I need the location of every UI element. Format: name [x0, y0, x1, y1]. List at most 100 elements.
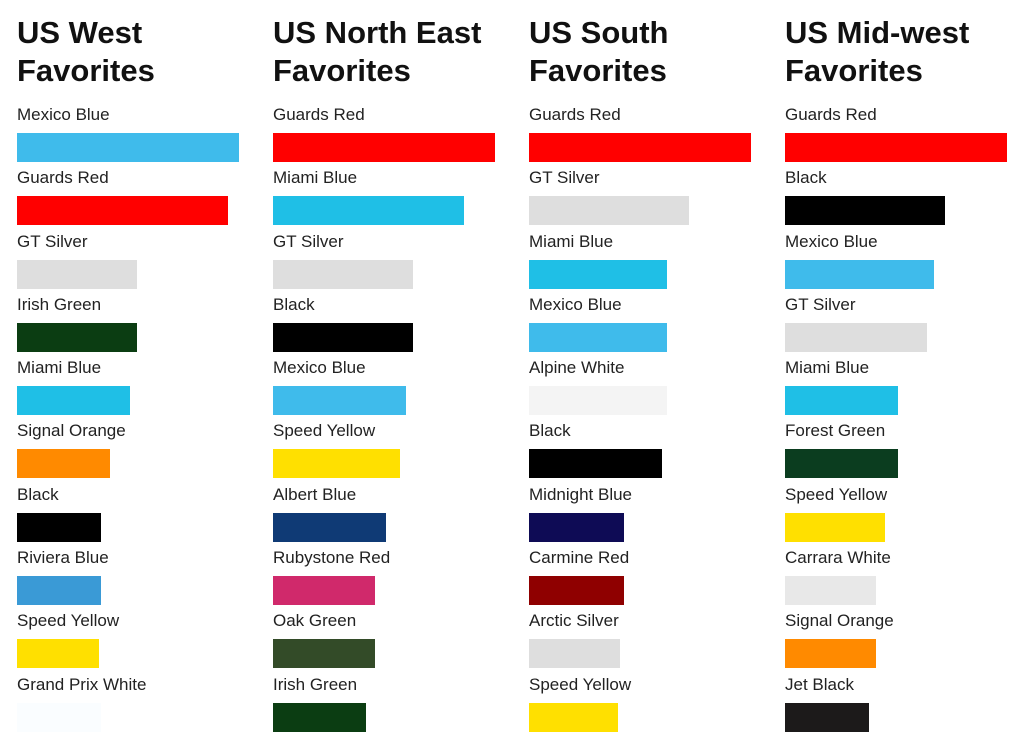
bar: [17, 449, 111, 479]
bar: [273, 133, 495, 162]
bar: [529, 196, 689, 226]
bar-row: Black: [529, 414, 769, 479]
bar-row: Albert Blue: [273, 478, 513, 542]
bar-label: Guards Red: [273, 105, 365, 124]
bar-label: Carmine Red: [529, 548, 630, 568]
bar-label: Guards Red: [17, 168, 109, 188]
bar-label: Speed Yellow: [17, 611, 120, 631]
bar-row: Forest Green: [785, 414, 1024, 479]
bar: [785, 576, 877, 606]
bar: [17, 386, 131, 416]
bar: [273, 259, 413, 289]
bar-row: Irish Green: [17, 288, 257, 352]
bar: [273, 386, 407, 416]
bar: [273, 512, 387, 542]
bar-label: Miami Blue: [785, 358, 870, 378]
bar: [785, 133, 1007, 162]
bar-label: Signal Orange: [785, 611, 894, 631]
bar: [273, 576, 376, 606]
chart-title: US West Favorites: [17, 15, 155, 88]
bar-label: Irish Green: [17, 294, 102, 314]
bar: [785, 196, 945, 226]
bar-row: Oak Green: [273, 604, 513, 669]
bar-label: Black: [529, 421, 571, 441]
bar: [17, 702, 102, 732]
chart: US South Favorites Guards Red GT Silver Mia…: [529, 14, 769, 732]
bar: [529, 133, 751, 162]
bar: [273, 449, 400, 479]
bar: [529, 702, 618, 732]
bar: [785, 259, 934, 289]
bar-row: Speed Yellow: [17, 604, 257, 669]
bar-label: Speed Yellow: [785, 484, 888, 504]
bar: [17, 576, 102, 606]
chart: US North East Favorites Guards Red Miami B…: [273, 14, 513, 732]
bar-label: GT Silver: [273, 231, 344, 251]
chart: US West Favorites Mexico Blue Guards Red GT…: [17, 14, 257, 732]
bar: [273, 322, 413, 352]
bar-label: GT Silver: [785, 294, 856, 314]
bar-label: Miami Blue: [529, 231, 614, 251]
bar-label: Rubystone Red: [273, 548, 391, 568]
bar: [785, 449, 899, 479]
bar-row: Miami Blue: [529, 225, 769, 289]
bar-label: Midnight Blue: [529, 484, 633, 504]
bar-label: Irish Green: [273, 674, 358, 694]
bar-label: Black: [785, 168, 827, 188]
bar-row: Grand Prix White: [17, 668, 257, 732]
bar-row: Carmine Red: [529, 541, 769, 606]
chart-title: US Mid-west Favorites: [785, 15, 970, 88]
bar-label: Mexico Blue: [17, 105, 110, 124]
bar: [17, 133, 239, 162]
bar-row: Guards Red: [273, 98, 513, 162]
bar: [529, 639, 621, 669]
bar-label: Arctic Silver: [529, 611, 619, 631]
bar-label: Speed Yellow: [529, 674, 632, 694]
bar-label: Mexico Blue: [529, 294, 622, 314]
bar: [17, 196, 228, 226]
bar: [529, 322, 667, 352]
bar-label: Speed Yellow: [273, 421, 376, 441]
bar-row: Carrara White: [785, 541, 1024, 606]
bar: [17, 322, 137, 352]
chart: US Mid-west Favorites Guards Red Black Mexi…: [785, 14, 1024, 732]
bar-row: Miami Blue: [273, 161, 513, 226]
bar-row: Alpine White: [529, 351, 769, 416]
bar-row: Guards Red: [529, 98, 769, 162]
bar: [529, 512, 625, 542]
bar-label: Black: [17, 484, 59, 504]
bar-row: Guards Red: [785, 98, 1024, 162]
bar-row: Arctic Silver: [529, 604, 769, 669]
bar: [17, 259, 137, 289]
bar: [785, 322, 928, 352]
bar-row: Miami Blue: [17, 351, 257, 416]
bar-row: Mexico Blue: [17, 98, 257, 162]
bar: [785, 386, 899, 416]
bar-label: Grand Prix White: [17, 674, 147, 694]
bar-row: Rubystone Red: [273, 541, 513, 606]
bar-label: Jet Black: [785, 674, 854, 694]
bar-label: Riviera Blue: [17, 548, 109, 568]
bar-row: Speed Yellow: [785, 478, 1024, 542]
bar: [17, 512, 102, 542]
bar-row: Miami Blue: [785, 351, 1024, 416]
bar-row: GT Silver: [529, 161, 769, 226]
bar-label: Guards Red: [529, 105, 621, 124]
bar-label: Mexico Blue: [273, 358, 366, 378]
bar-label: Albert Blue: [273, 484, 357, 504]
bar: [785, 639, 877, 669]
bar: [529, 576, 625, 606]
bar-row: Speed Yellow: [273, 414, 513, 479]
bar-row: Midnight Blue: [529, 478, 769, 542]
bar-label: Signal Orange: [17, 421, 126, 441]
bar-label: Miami Blue: [17, 358, 102, 378]
bar-label: Alpine White: [529, 358, 625, 378]
bar: [273, 639, 376, 669]
bar-row: Signal Orange: [17, 414, 257, 479]
bar-label: Black: [273, 294, 315, 314]
bar-label: GT Silver: [17, 231, 88, 251]
bar-label: Carrara White: [785, 548, 891, 568]
bar-label: Miami Blue: [273, 168, 358, 188]
bar-row: Jet Black: [785, 668, 1024, 732]
